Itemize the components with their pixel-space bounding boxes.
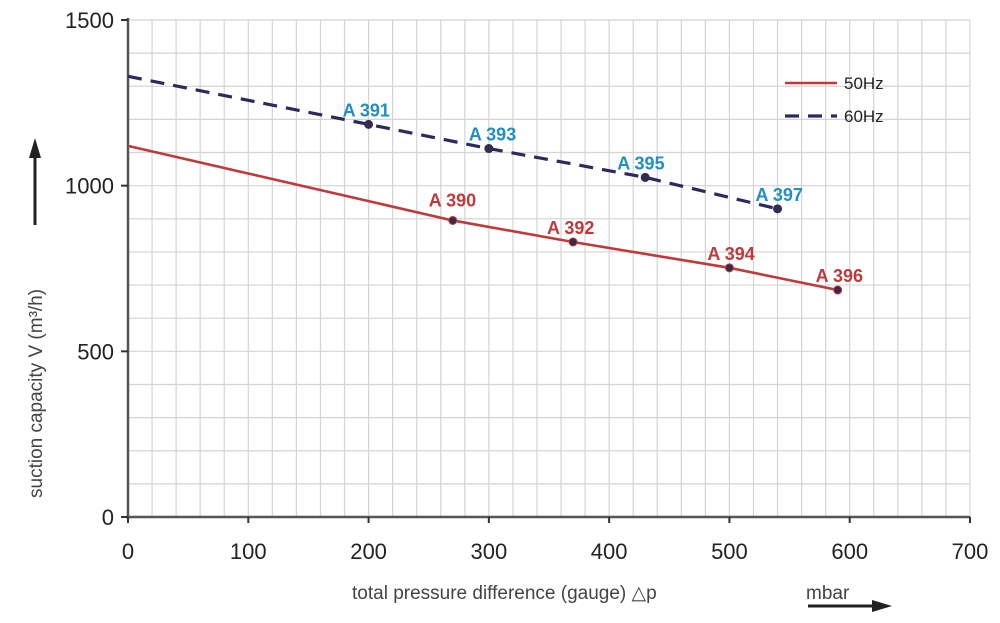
x-tick-label: 500 [711,539,748,564]
x-tick-label: 100 [230,539,267,564]
data-point [568,237,578,247]
x-axis-title: total pressure difference (gauge) △p [352,583,657,604]
y-tick-label: 1500 [65,8,114,33]
y-tick-label: 1000 [65,174,114,199]
data-point-label: A 390 [429,190,476,210]
data-point-label: A 395 [617,153,664,173]
legend-label-50hz: 50Hz [844,74,884,93]
data-point [640,172,650,182]
y-tick-label: 0 [102,505,114,530]
data-point-label: A 397 [756,185,803,205]
data-point-label: A 393 [469,125,516,145]
y-axis-arrow-icon [29,138,41,225]
x-tick-label: 700 [952,539,989,564]
data-point [448,215,458,225]
x-tick-label: 600 [831,539,868,564]
x-axis-arrow-icon [808,600,892,612]
x-tick-label: 200 [350,539,387,564]
data-point [773,204,783,214]
data-point [364,119,374,129]
y-tick-label: 500 [77,339,114,364]
axes [121,18,971,523]
data-point [833,285,843,295]
data-point [724,263,734,273]
x-tick-label: 0 [122,539,134,564]
data-point-label: A 394 [707,244,754,264]
tick-labels: 0 100 200 300 400 500 600 700 0 500 1000 1500 [65,8,988,564]
x-axis-unit: mbar [806,583,850,604]
y-axis-title: suction capacity V (m³/h) [26,289,47,498]
series-layer: A 390 A 392 A 394 A 396 A 391 A 393 A 395 A 397 [127,74,863,295]
data-point-label: A 392 [547,218,594,238]
data-point [484,144,494,154]
legend-label-60hz: 60Hz [844,107,884,126]
series-line-60hz [127,74,778,211]
x-tick-label: 300 [470,539,507,564]
data-point-label: A 391 [343,100,390,120]
x-tick-label: 400 [591,539,628,564]
grid [127,19,971,518]
data-point-label: A 396 [816,266,863,286]
legend: 50Hz 60Hz [785,74,884,126]
